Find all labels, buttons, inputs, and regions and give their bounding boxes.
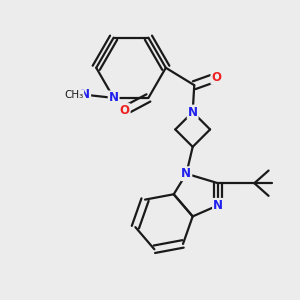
Text: N: N bbox=[188, 106, 198, 118]
Text: CH₃: CH₃ bbox=[64, 90, 84, 100]
Text: O: O bbox=[212, 71, 221, 84]
Text: N: N bbox=[213, 199, 223, 212]
Text: O: O bbox=[120, 104, 130, 117]
Text: N: N bbox=[80, 88, 90, 101]
Text: N: N bbox=[109, 92, 118, 104]
Text: N: N bbox=[182, 167, 191, 180]
